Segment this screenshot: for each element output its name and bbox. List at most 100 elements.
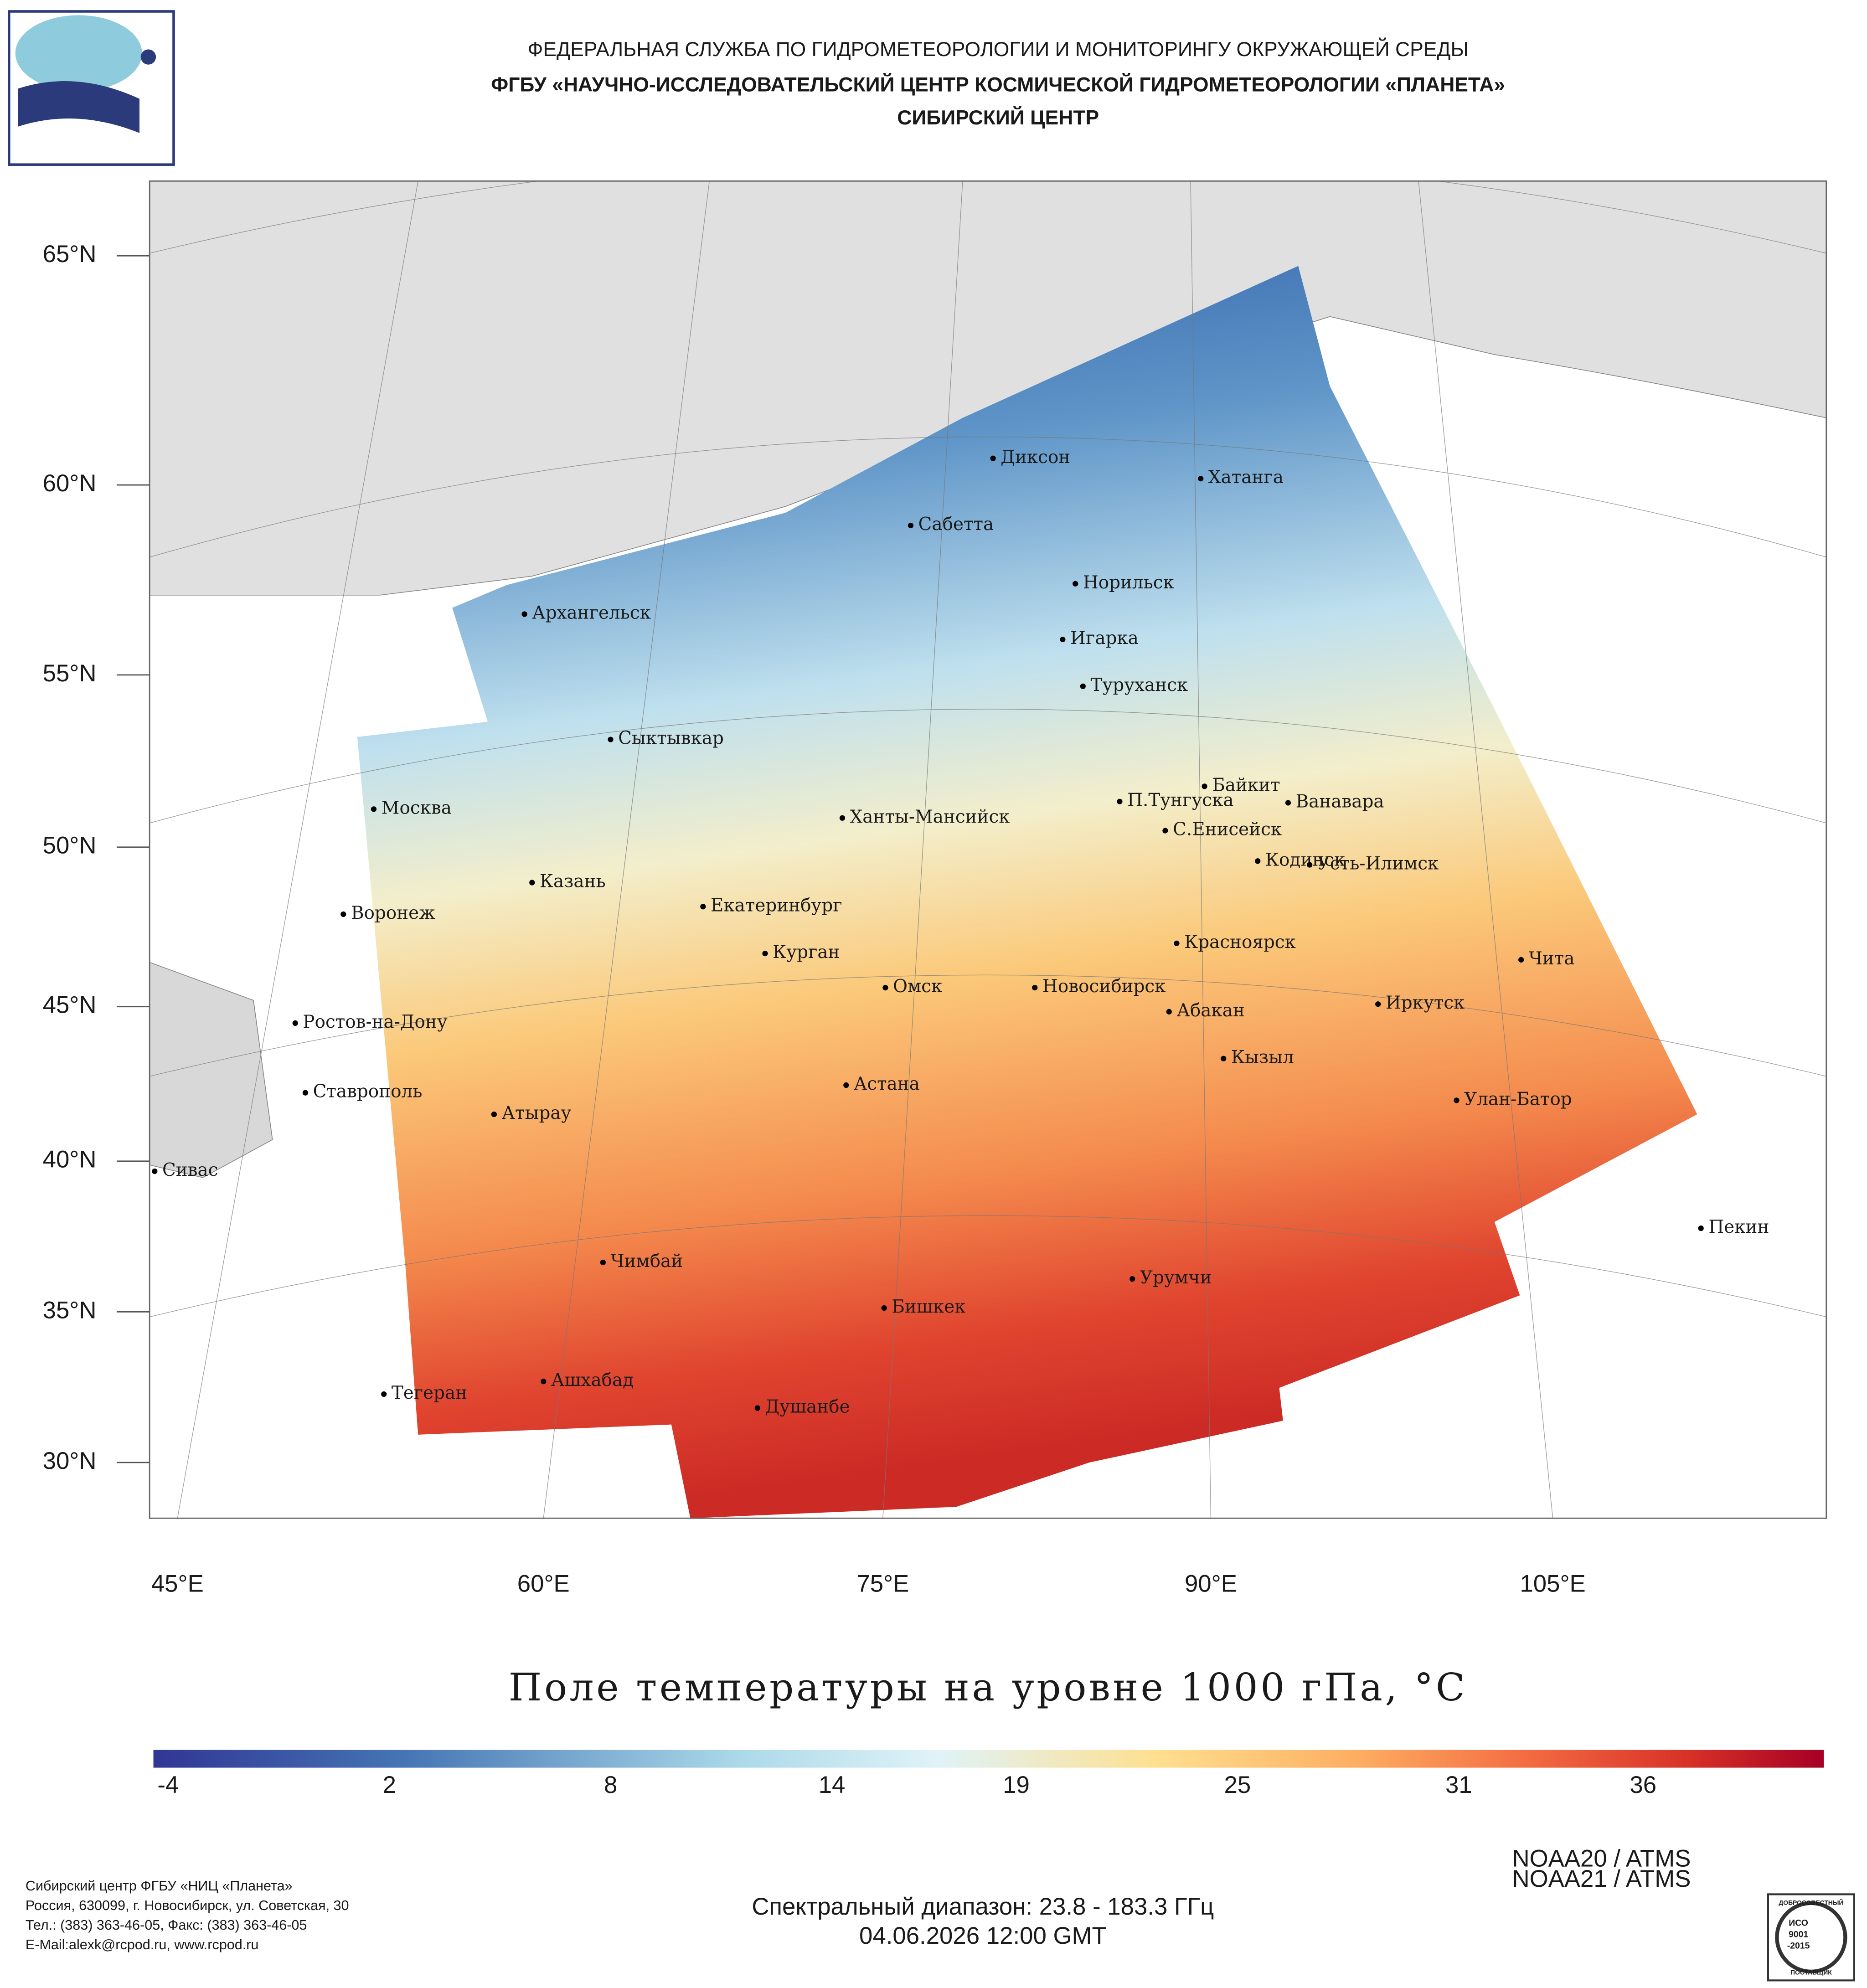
badge-text: ДОБРОСОВЕСТНЫЙ xyxy=(1779,1899,1843,1906)
city-dot xyxy=(491,1111,497,1118)
city-dot xyxy=(1198,476,1204,482)
city-dot xyxy=(292,1020,298,1026)
city-dot xyxy=(302,1090,309,1096)
city-label: Игарка xyxy=(1070,628,1139,649)
city-label: Ростов-на-Дону xyxy=(303,1012,447,1032)
city-dot xyxy=(152,1168,158,1174)
colorbar-tick-label: 31 xyxy=(1445,1772,1472,1798)
city-label: Новосибирск xyxy=(1042,976,1166,997)
footer-right: NOAA20 / ATMS xyxy=(1512,1845,1691,1872)
footer-left: Тел.: (383) 363-46-05, Факс: (383) 363-4… xyxy=(26,1917,307,1933)
city-dot xyxy=(521,611,527,617)
lat-label: 30°N xyxy=(43,1447,97,1474)
city-dot xyxy=(1060,636,1066,643)
city-dot xyxy=(839,815,846,821)
city-label: Улан-Батор xyxy=(1464,1089,1572,1109)
city-label: Кодинск xyxy=(1265,850,1345,870)
city-dot xyxy=(1698,1225,1704,1231)
lat-label: 40°N xyxy=(43,1146,97,1173)
city-label: Казань xyxy=(540,871,606,892)
city-label: Усть-Илимск xyxy=(1317,854,1439,874)
lon-label: 75°E xyxy=(856,1570,909,1597)
city-dot xyxy=(1032,984,1038,991)
city-dot xyxy=(1307,862,1313,868)
city-dot xyxy=(881,1305,887,1311)
city-dot xyxy=(1375,1001,1381,1007)
header-line: ФЕДЕРАЛЬНАЯ СЛУЖБА ПО ГИДРОМЕТЕОРОЛОГИИ … xyxy=(528,37,1469,61)
city-label: Урумчи xyxy=(1140,1267,1212,1288)
footer-left: Сибирский центр ФГБУ «НИЦ «Планета» xyxy=(26,1878,293,1894)
city-label: Ханты-Мансийск xyxy=(850,807,1010,827)
iso-ring xyxy=(1775,1901,1847,1974)
city-label: Тегеран xyxy=(392,1383,467,1403)
footer-right: NOAA21 / ATMS xyxy=(1512,1865,1691,1892)
city-dot xyxy=(608,736,614,742)
city-label: Красноярск xyxy=(1184,932,1296,953)
city-label: Москва xyxy=(382,798,452,818)
city-label: Душанбе xyxy=(765,1397,850,1417)
colorbar-tick-label: 2 xyxy=(383,1772,396,1798)
lon-label: 90°E xyxy=(1185,1570,1237,1597)
city-label: Сыктывкар xyxy=(618,728,724,749)
city-label: Сивас xyxy=(162,1160,218,1180)
city-dot xyxy=(843,1082,849,1088)
city-label: Бишкек xyxy=(892,1297,965,1317)
lat-label: 55°N xyxy=(43,660,97,687)
city-label: Омск xyxy=(893,976,942,997)
badge-text: 9001 xyxy=(1789,1929,1808,1939)
city-label: Пекин xyxy=(1708,1217,1769,1237)
city-dot xyxy=(1162,828,1168,834)
city-label: Архангельск xyxy=(532,603,651,623)
city-dot xyxy=(371,806,377,812)
lat-label: 60°N xyxy=(43,470,97,497)
city-label: Чимбай xyxy=(611,1251,683,1272)
city-dot xyxy=(1174,940,1180,946)
city-dot xyxy=(1221,1056,1227,1061)
lon-label: 45°E xyxy=(151,1570,204,1597)
footer-center: 04.06.2026 12:00 GMT xyxy=(859,1922,1107,1949)
city-label: Иркутск xyxy=(1386,993,1465,1013)
city-dot xyxy=(541,1379,547,1385)
city-label: Туруханск xyxy=(1091,675,1188,695)
city-dot xyxy=(600,1259,606,1266)
colorbar-tick-label: 25 xyxy=(1224,1772,1251,1798)
city-dot xyxy=(1129,1276,1135,1282)
city-label: Астана xyxy=(854,1074,920,1094)
iso-badge xyxy=(1767,1893,1855,1982)
city-label: Курган xyxy=(773,942,840,963)
city-dot xyxy=(529,880,535,886)
map-frame xyxy=(149,180,1827,1519)
colorbar-tick-label: 8 xyxy=(604,1772,617,1798)
city-label: Норильск xyxy=(1083,572,1174,593)
colorbar-tick-label: 14 xyxy=(819,1772,846,1798)
colorbar xyxy=(153,1750,1824,1768)
city-label: Воронеж xyxy=(351,903,435,923)
city-dot xyxy=(1255,858,1261,864)
city-dot xyxy=(1518,957,1524,963)
city-dot xyxy=(908,522,914,529)
city-label: Байкит xyxy=(1212,775,1280,795)
badge-text: -2015 xyxy=(1787,1941,1810,1951)
chart-title: Поле температуры на уровне 1000 гПа, °C xyxy=(509,1665,1467,1710)
footer-left: Россия, 630099, г. Новосибирск, ул. Сове… xyxy=(26,1898,349,1913)
footer-center: Спектральный диапазон: 23.8 - 183.3 ГГц xyxy=(752,1893,1214,1920)
city-dot xyxy=(340,911,346,917)
city-label: Атырау xyxy=(502,1103,572,1123)
city-dot xyxy=(990,455,996,461)
badge-text: ПОСТАВЩИК xyxy=(1790,1968,1832,1976)
city-dot xyxy=(1080,683,1086,689)
city-dot xyxy=(882,984,888,991)
city-label: Ставрополь xyxy=(313,1082,423,1102)
logo xyxy=(8,10,175,166)
header-line: ФГБУ «НАУЧНО-ИССЛЕДОВАТЕЛЬСКИЙ ЦЕНТР КОС… xyxy=(491,73,1505,96)
city-label: Ашхабад xyxy=(551,1370,634,1391)
city-label: Кызыл xyxy=(1231,1047,1294,1068)
city-dot xyxy=(1117,798,1123,804)
header-line: СИБИРСКИЙ ЦЕНТР xyxy=(897,106,1099,129)
city-label: Екатеринбург xyxy=(711,895,842,916)
city-label: С.Енисейск xyxy=(1173,819,1282,840)
city-dot xyxy=(1285,800,1291,806)
city-label: Диксон xyxy=(1001,447,1070,468)
city-dot xyxy=(1454,1097,1460,1103)
